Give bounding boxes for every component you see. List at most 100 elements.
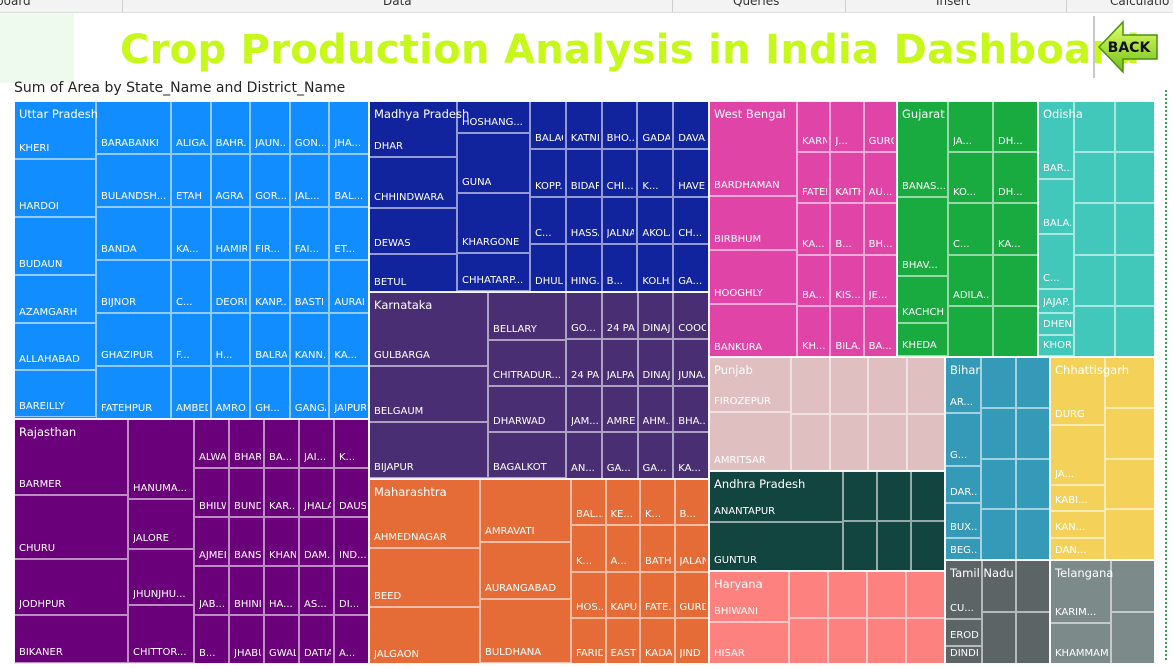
district-tile-small[interactable]: JUNA... [673, 339, 709, 386]
district-tile-small[interactable]: HOS... [571, 572, 606, 618]
district-tile-small[interactable]: BANSWA... [229, 517, 264, 566]
district-tile[interactable]: ERODE [945, 619, 982, 646]
district-tile-small[interactable] [993, 306, 1038, 357]
district-tile-small[interactable]: KAITH... [830, 152, 863, 203]
district-tile-small[interactable]: JHALAWAR [299, 468, 334, 517]
district-tile-small[interactable]: BHO... [602, 101, 638, 149]
district-tile-small[interactable]: ALWAR [194, 419, 229, 468]
district-tile[interactable]: BULDHANA [480, 599, 571, 663]
district-tile-small[interactable]: BHARATPUR [229, 419, 264, 468]
district-tile-small[interactable]: GH... [250, 366, 290, 419]
district-tile[interactable]: BIRBHUM [709, 196, 797, 250]
district-tile-small[interactable] [911, 521, 945, 571]
district-tile-small[interactable] [1074, 152, 1115, 203]
district-tile-small[interactable]: JALPAIGURI [602, 339, 638, 386]
district-tile[interactable]: BAR... [1038, 101, 1074, 179]
district-tile-small[interactable]: JIND [675, 618, 710, 664]
district-tile-small[interactable] [1074, 306, 1115, 357]
district-tile[interactable]: BAREILLY [14, 370, 96, 417]
district-tile[interactable]: BANKURA [709, 304, 797, 357]
treemap-chart[interactable]: KHERI HARDOI BUDAUN AZAMGARH ALLAHABAD BAREIL… [13, 101, 1155, 664]
district-tile-small[interactable]: JAI... [299, 419, 334, 468]
district-tile-small[interactable] [1115, 203, 1156, 254]
district-tile-small[interactable]: IND... [334, 517, 369, 566]
district-tile-small[interactable]: H... [211, 313, 251, 366]
district-tile[interactable]: C... [1038, 234, 1074, 289]
district-tile-small[interactable]: CHI... [602, 149, 638, 197]
district-tile-small[interactable]: DINAJPUR ... [638, 339, 674, 386]
district-tile-small[interactable] [791, 357, 830, 414]
district-tile[interactable]: BEG... [945, 538, 981, 560]
district-tile-small[interactable]: BAHR... [211, 101, 251, 154]
district-tile-small[interactable]: BALAG... [530, 101, 566, 149]
district-tile-small[interactable]: GURDAS... [675, 572, 710, 618]
district-tile[interactable]: KABI... [1050, 485, 1105, 511]
district-tile[interactable]: JALORE [128, 499, 194, 549]
district-tile[interactable]: ANANTAPUR [709, 471, 843, 522]
district-tile-small[interactable]: K... [571, 525, 606, 571]
district-tile[interactable]: BUX... [945, 503, 981, 538]
district-tile-small[interactable]: ET... [329, 207, 369, 260]
state-group[interactable]: KARIM... KHAMMAM Telangana [1050, 560, 1155, 664]
district-tile-small[interactable] [907, 357, 946, 414]
state-group[interactable]: AHMEDNAGAR BEED JALGAON AMRAVATI AURANGABAD B… [369, 479, 709, 664]
state-group[interactable]: BANAS... BHAV... KACHCHH KHEDA JA... DH... KO.… [897, 101, 1038, 357]
district-tile-small[interactable] [981, 509, 1016, 560]
district-tile[interactable]: HANUMA... [128, 419, 194, 499]
district-tile[interactable]: FIROZEPUR [709, 357, 791, 412]
district-tile[interactable]: DHAR [369, 101, 457, 157]
district-tile-small[interactable]: AURAI... [329, 260, 369, 313]
ribbon-tab-dashboard[interactable]: board [0, 0, 31, 8]
state-group[interactable]: CU...ERODEDINDIG...Tamil Nadu [945, 560, 1050, 664]
district-tile-small[interactable] [906, 618, 945, 665]
district-tile-small[interactable]: FAI... [290, 207, 330, 260]
district-tile-small[interactable]: CH... [673, 197, 709, 245]
district-tile-small[interactable]: KARN... [797, 101, 830, 152]
district-tile[interactable]: BARMER [14, 419, 128, 495]
district-tile-small[interactable] [1016, 408, 1051, 459]
district-tile[interactable]: KHARGONE [457, 193, 530, 253]
district-tile-small[interactable]: B... [194, 615, 229, 664]
district-tile-small[interactable]: BA... [797, 255, 830, 306]
district-tile-small[interactable]: JAIPUR [329, 366, 369, 419]
district-tile-small[interactable]: K... [640, 479, 675, 525]
district-tile[interactable]: BHIWANI [709, 571, 789, 622]
district-tile-small[interactable]: HAMIRP... [211, 207, 251, 260]
district-tile[interactable]: CU... [945, 560, 982, 619]
district-tile-small[interactable]: 24 PAR... [602, 292, 638, 339]
state-group[interactable]: FIROZEPUR AMRITSAR Punjab [709, 357, 945, 471]
district-tile[interactable]: GUNA [457, 133, 530, 193]
district-tile-small[interactable]: KHAN... [264, 517, 299, 566]
district-tile[interactable]: JALGAON [369, 607, 480, 664]
district-tile[interactable]: BELGAUM [369, 366, 488, 422]
district-tile[interactable]: DINDIG... [945, 646, 982, 664]
district-tile-small[interactable]: BHILWARA [194, 468, 229, 517]
district-tile-small[interactable]: AJMER [194, 517, 229, 566]
district-tile-small[interactable] [830, 357, 869, 414]
state-group[interactable]: GULBARGA BELGAUM BIJAPUR BELLARY CHITRADUR..… [369, 292, 709, 479]
district-tile-small[interactable] [1115, 255, 1156, 306]
district-tile-small[interactable]: JA... [948, 101, 993, 152]
district-tile-small[interactable]: AHM... [638, 386, 674, 433]
district-tile[interactable]: DAR... [945, 466, 981, 503]
district-tile-small[interactable]: HAVERI [673, 149, 709, 197]
district-tile-small[interactable]: 24 PA... [566, 339, 602, 386]
district-tile[interactable]: AMRAVATI [480, 479, 571, 542]
district-tile-small[interactable]: JHA... [329, 101, 369, 154]
district-tile-small[interactable]: KA... [797, 203, 830, 254]
district-tile[interactable]: KARIM... [1050, 560, 1111, 623]
district-tile-small[interactable] [877, 521, 911, 571]
district-tile-small[interactable]: FARIDK... [571, 618, 606, 664]
district-tile-small[interactable] [906, 571, 945, 618]
district-tile[interactable]: AZAMGARH [14, 275, 96, 323]
ribbon-tab-insert[interactable]: Insert [936, 0, 970, 8]
district-tile-small[interactable]: DINAJ... [638, 292, 674, 339]
district-tile-small[interactable]: BHA... [673, 386, 709, 433]
district-tile[interactable]: BALA... [1038, 179, 1074, 234]
district-tile-small[interactable]: AN... [566, 432, 602, 479]
district-tile-small[interactable]: DAUSA [334, 468, 369, 517]
district-tile-small[interactable] [1105, 509, 1155, 560]
district-tile-small[interactable] [1115, 101, 1156, 152]
district-tile[interactable]: HISAR [709, 622, 789, 664]
district-tile-small[interactable]: AU... [864, 152, 897, 203]
